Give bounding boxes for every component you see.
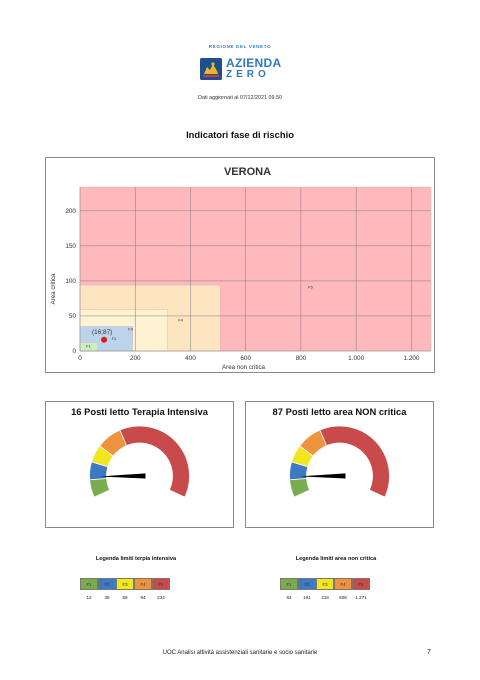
legend-title-noncritical: Legenda limiti area non critica [295, 556, 377, 562]
region-label: REGIONE DEL VENETO [208, 44, 272, 49]
legend-swatch-f2: F2 [98, 578, 116, 590]
legend-swatch-f3: F3 [116, 578, 134, 590]
legend-value: 35 [104, 595, 110, 600]
legend-value: 94 [140, 595, 146, 600]
lion-emblem-icon [200, 58, 222, 80]
zone-label-f3: F3 [128, 326, 133, 331]
legend-values-noncritical: 64 191 318 508 1.271 [280, 595, 392, 600]
legend-value: 318 [321, 595, 329, 600]
legend-value: 64 [286, 595, 292, 600]
legend-value: 1.271 [355, 595, 367, 600]
legend-intensive: Legenda limiti terpia intensiva F1 F2 F3… [80, 556, 192, 600]
y-tick-label: 100 [65, 278, 76, 285]
gauge-panel-noncritical: 87 Posti letto area NON critica [245, 401, 434, 528]
azienda-zero-logo: AZIENDA ZERO [200, 56, 290, 82]
x-tick-label: 1.000 [348, 355, 364, 362]
legend-values-intensive: 12 35 59 94 234 [80, 595, 192, 600]
legend-swatch-f4: F4 [334, 578, 352, 590]
zone-label-f2: F2 [112, 336, 117, 341]
x-axis-label: Area non critica [222, 364, 266, 371]
chart-title: VERONA [224, 166, 271, 178]
y-tick-label: 200 [65, 208, 76, 215]
legend-swatches-intensive: F1 F2 F3 F4 F5 [80, 578, 192, 590]
verona-chart-panel: VERONA F5 F4 F3 F2 F1 0 200 400 600 800 1.000 1.200 0… [45, 157, 435, 373]
legend-title-intensive: Legenda limiti terpia intensiva [95, 556, 177, 562]
legend-swatch-f5: F5 [352, 578, 370, 590]
verona-scatter-chart: VERONA F5 F4 F3 F2 F1 0 200 400 600 800 1.000 1.200 0… [50, 166, 432, 371]
y-tick-label: 0 [72, 348, 76, 355]
legend-value: 59 [122, 595, 128, 600]
gauge-band-f5 [119, 425, 190, 498]
x-tick-label: 800 [296, 355, 307, 362]
x-tick-label: 600 [240, 355, 251, 362]
data-point-label: (16;87) [92, 329, 112, 336]
x-tick-label: 0 [78, 355, 82, 362]
legend-value: 508 [339, 595, 347, 600]
legend-swatch-f1: F1 [80, 578, 98, 590]
y-tick-label: 50 [69, 313, 77, 320]
gauge-title-intensive: 16 Posti letto Terapia Intensiva [71, 406, 208, 417]
gauge-intensive-care [89, 425, 190, 498]
update-timestamp: Dati aggiornati al 07/12/2021 09.50 [198, 95, 282, 101]
gauge-band-f1 [289, 478, 311, 498]
data-point [101, 336, 108, 343]
legend-value: 191 [303, 595, 311, 600]
legend-noncritical: Legenda limiti area non critica F1 F2 F3… [280, 556, 392, 600]
footer-text: UOC Analisi attività assistenziali sanit… [162, 650, 318, 656]
page-number: 7 [427, 649, 431, 656]
zone-label-f4: F4 [178, 317, 183, 322]
legend-value: 12 [86, 595, 92, 600]
gauge-panel-intensive: 16 Posti letto Terapia Intensiva [45, 401, 234, 528]
gauge-band-f5 [319, 425, 390, 498]
legend-swatch-f1: F1 [280, 578, 298, 590]
legend-swatch-f5: F5 [152, 578, 170, 590]
legend-value: 234 [157, 595, 165, 600]
logo-text-zero: ZERO [226, 69, 270, 80]
x-tick-label: 1.200 [403, 355, 419, 362]
legend-swatches-noncritical: F1 F2 F3 F4 F5 [280, 578, 392, 590]
x-tick-label: 200 [130, 355, 141, 362]
section-title: Indicatori fase di rischio [186, 129, 294, 140]
legend-swatch-f2: F2 [298, 578, 316, 590]
logo-text-azienda: AZIENDA [226, 56, 282, 70]
gauge-needle [299, 473, 346, 479]
y-axis-label: Area critica [50, 273, 57, 305]
x-tick-label: 400 [185, 355, 196, 362]
legend-swatch-f4: F4 [134, 578, 152, 590]
gauge-band-f1 [89, 478, 111, 498]
legend-swatch-f3: F3 [316, 578, 334, 590]
y-tick-label: 150 [65, 243, 76, 250]
zone-label-f1: F1 [86, 344, 91, 349]
gauge-non-critical-area [289, 425, 390, 498]
gauge-needle [99, 473, 146, 479]
gauge-title-noncritical: 87 Posti letto area NON critica [272, 406, 407, 417]
zone-label-f5: F5 [308, 285, 313, 290]
